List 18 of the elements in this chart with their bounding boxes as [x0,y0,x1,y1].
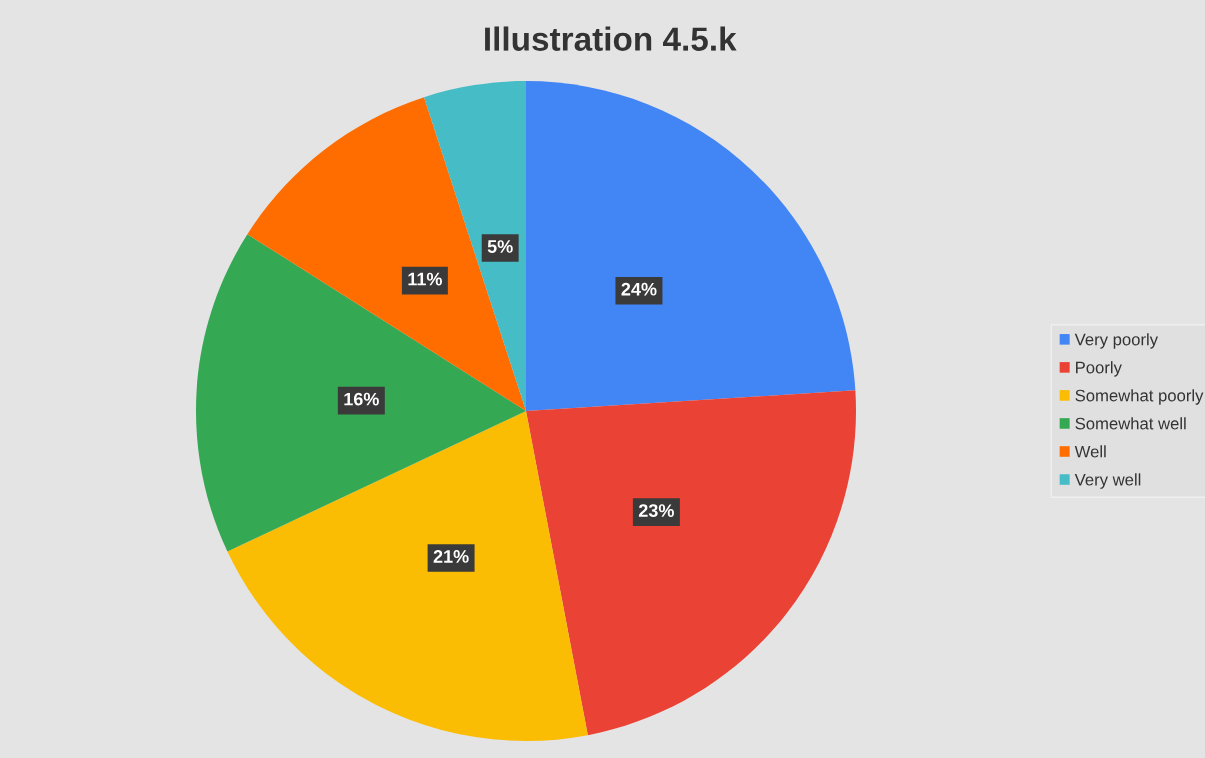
data-label: 23% [638,504,674,517]
legend-label: Somewhat poorly [1075,389,1204,405]
pie-slice [196,234,526,552]
data-label: 11% [408,272,442,286]
chart-title: Illustration 4.5.k [485,26,737,51]
legend-label: Very poorly [1074,333,1159,349]
legend-label: Poorly [1076,361,1122,377]
legend-label: Well [1074,445,1106,458]
pie-slice [227,411,588,741]
legend-label: Very well [1074,473,1141,489]
pie-slice [526,81,856,411]
pie-slice [526,390,856,736]
data-label: 5% [487,240,513,253]
data-label: 24% [621,282,657,296]
legend-label: Somewhat well [1075,417,1186,430]
data-label: 21% [433,550,469,563]
data-label: 16% [344,392,379,406]
pie-slice [247,97,526,411]
